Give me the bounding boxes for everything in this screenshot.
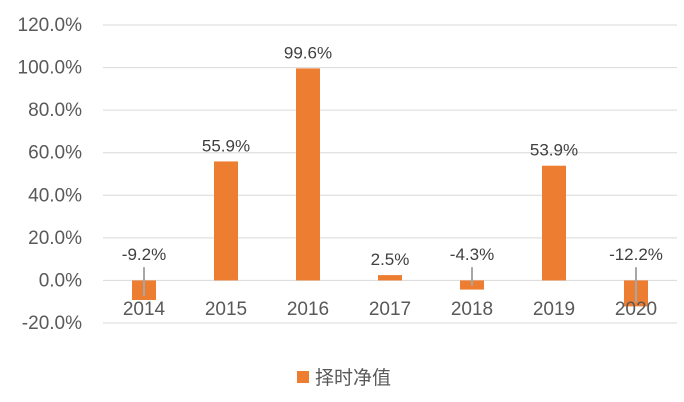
x-tick-label: 2018 <box>451 299 493 320</box>
y-tick-label: 20.0% <box>28 228 82 249</box>
legend-label: 择时净值 <box>315 367 391 389</box>
x-tick-label: 2017 <box>369 299 411 320</box>
y-tick-label: 0.0% <box>39 270 82 291</box>
bar <box>296 68 320 281</box>
gridlines <box>103 24 677 324</box>
data-label: 55.9% <box>202 136 250 155</box>
bar <box>542 165 566 281</box>
x-tick-label: 2016 <box>287 299 329 320</box>
y-tick-label: 120.0% <box>18 15 83 36</box>
y-tick-label: 80.0% <box>28 100 82 121</box>
y-tick-label: 40.0% <box>28 185 82 206</box>
data-label: -4.3% <box>450 245 494 264</box>
data-label: 2.5% <box>371 250 410 269</box>
x-tick-label: 2020 <box>615 299 657 320</box>
data-label: 99.6% <box>284 43 332 62</box>
x-tick-label: 2019 <box>533 299 575 320</box>
data-labels: -9.2% 55.9% 99.6% 2.5% -4.3% 53.9% -12.2% <box>122 43 663 269</box>
bars <box>132 68 648 307</box>
bar <box>214 161 238 281</box>
data-label: -12.2% <box>609 245 663 264</box>
data-label: -9.2% <box>122 245 166 264</box>
x-axis-tick-labels: 2014 2015 2016 2017 2018 2019 2020 <box>123 299 657 320</box>
y-tick-label: 60.0% <box>28 143 82 164</box>
y-axis-tick-labels: -20.0% 0.0% 20.0% 40.0% 60.0% 80.0% 100.0% 120.… <box>18 15 83 334</box>
data-label-leader-lines <box>143 267 637 303</box>
legend-swatch <box>297 371 309 383</box>
y-tick-label: -20.0% <box>22 313 82 334</box>
legend: 择时净值 <box>297 367 391 389</box>
data-label: 53.9% <box>530 141 578 160</box>
y-tick-label: 100.0% <box>18 58 83 79</box>
x-tick-label: 2015 <box>205 299 247 320</box>
bar <box>378 275 402 281</box>
x-tick-label: 2014 <box>123 299 166 320</box>
